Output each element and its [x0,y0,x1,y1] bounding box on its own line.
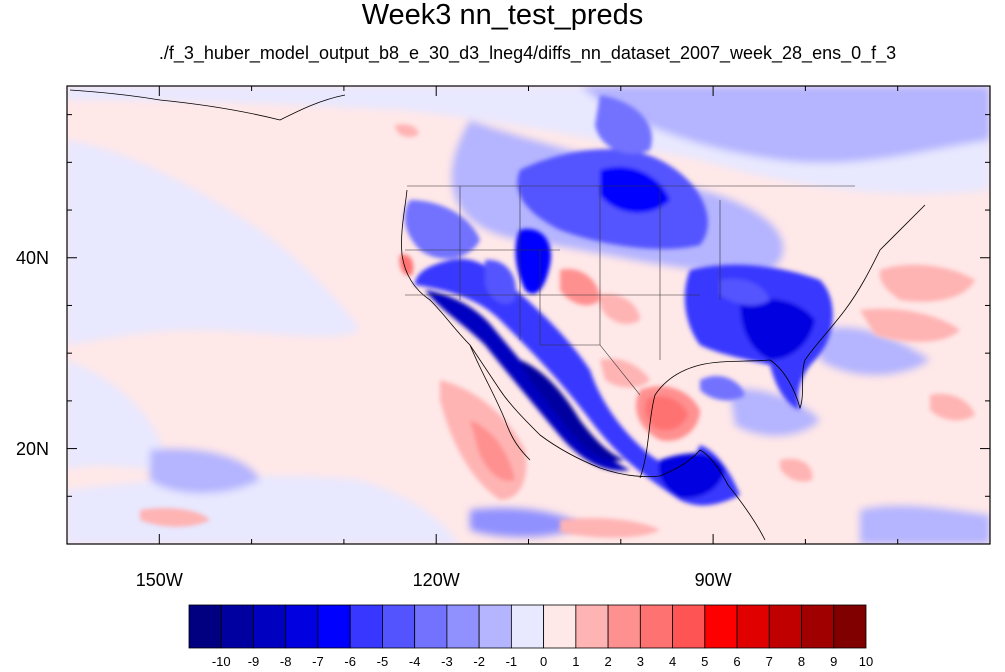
colorbar-label: 2 [604,654,612,669]
colorbar-swatch [833,604,867,649]
colorbar-label: 9 [830,654,838,669]
colorbar-swatch [382,604,416,649]
colorbar-label: 5 [701,654,709,669]
colorbar-swatch [478,604,512,649]
colorbar-label: -1 [505,654,518,669]
colorbar-swatch [607,604,641,649]
colorbar-label: 7 [765,654,773,669]
colorbar-swatch [317,604,351,649]
colorbar-swatch [510,604,545,649]
y-tick-label: 40N [16,247,50,268]
colorbar-label: -5 [376,654,389,669]
colorbar-label: 4 [668,654,677,669]
colorbar-label: -3 [441,654,453,669]
colorbar-label: -9 [247,654,260,669]
plot-title: Week3 nn_test_preds [361,0,644,31]
colorbar-swatch [768,604,802,649]
colorbar-swatch [446,604,480,649]
colorbar-swatch [543,604,577,649]
x-tick-label: 120W [412,570,460,590]
colorbar-label: 0 [539,654,548,669]
colorbar [188,604,867,649]
colorbar-swatch [639,604,673,649]
colorbar-swatch [349,604,383,649]
colorbar-label: -2 [473,654,485,669]
anomaly-field [67,86,990,544]
colorbar-label: 1 [572,654,580,669]
axis-ticks [66,86,991,545]
colorbar-swatch [672,604,706,649]
colorbar-label: 10 [858,654,874,669]
borders [405,185,855,396]
colorbar-label: 8 [797,654,806,669]
colorbar-swatch [801,604,835,649]
colorbar-label: -10 [211,654,231,669]
colorbar-label: -6 [344,654,356,669]
x-tick-label: 150W [135,570,183,590]
colorbar-swatch [220,604,254,649]
colorbar-label: -4 [408,654,421,669]
coastlines [69,89,926,541]
colorbar-label: -8 [279,654,292,669]
colorbar-label: 3 [636,654,644,669]
colorbar-swatch [575,604,609,649]
colorbar-swatch [285,604,319,649]
colorbar-label: 6 [733,654,741,669]
plot-subtitle: ./f_3_huber_model_output_b8_e_30_d3_lneg… [158,43,897,63]
colorbar-swatch [736,604,770,649]
x-tick-label: 90W [694,570,732,590]
colorbar-label: -7 [312,654,324,669]
colorbar-swatch [704,604,738,649]
colorbar-swatch [253,604,287,649]
y-tick-label: 20N [16,438,50,459]
colorbar-swatch [414,604,448,649]
colorbar-swatch [188,604,222,649]
